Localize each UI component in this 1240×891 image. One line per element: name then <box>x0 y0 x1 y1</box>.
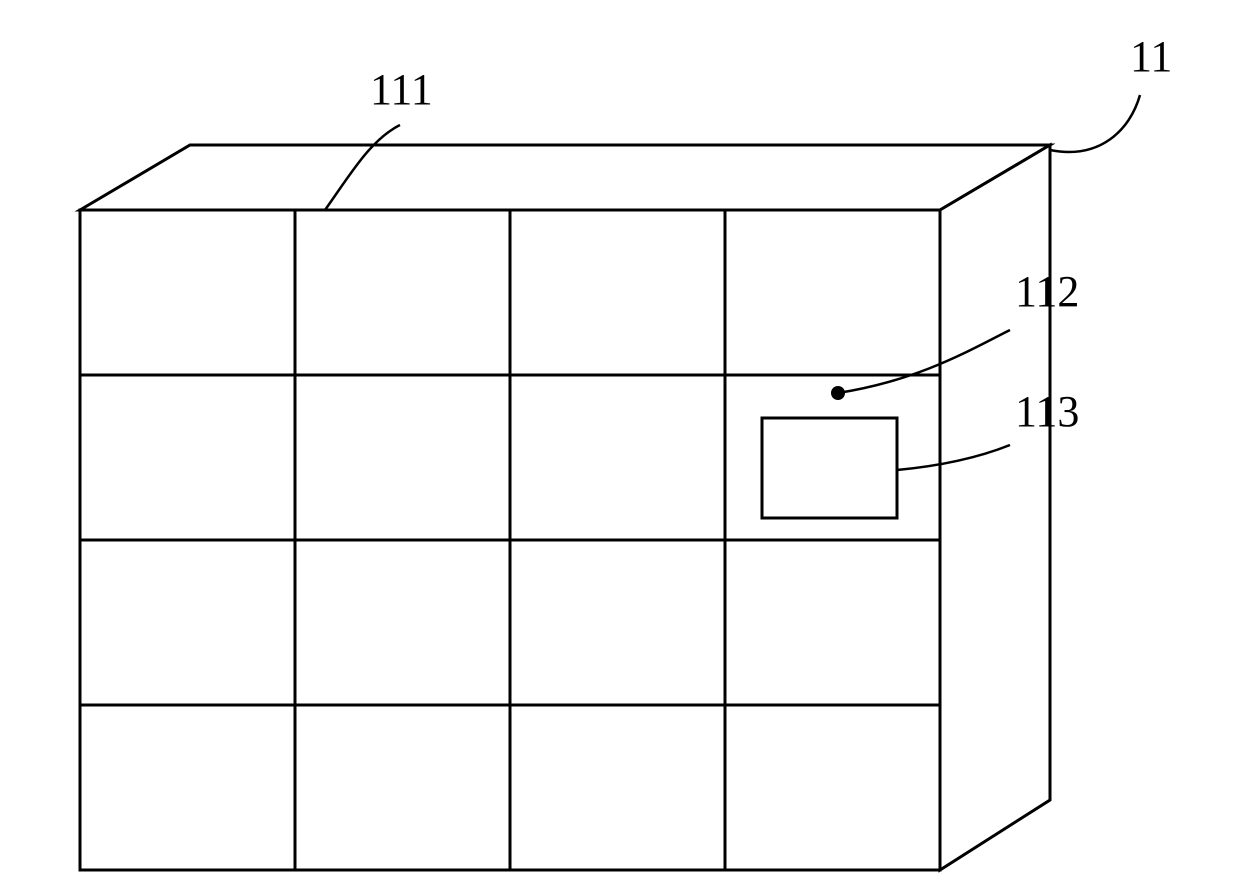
display-panel <box>762 418 897 518</box>
label-11: 11 <box>1130 31 1172 82</box>
label-111: 111 <box>370 64 433 115</box>
cabinet-side-face <box>940 145 1050 870</box>
label-112: 112 <box>1015 266 1079 317</box>
label-113: 113 <box>1015 386 1079 437</box>
cabinet-top-face <box>80 145 1050 210</box>
leader-l11 <box>1050 95 1140 152</box>
